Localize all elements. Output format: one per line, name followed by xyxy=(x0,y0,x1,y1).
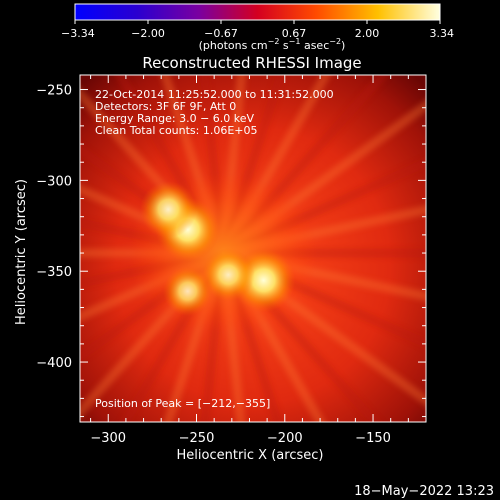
x-tick-label: −300 xyxy=(90,431,126,446)
y-tick-label: −300 xyxy=(36,174,72,189)
chart-title: Reconstructed RHESSI Image xyxy=(142,54,361,72)
peak-position-label: Position of Peak = [−212,−355] xyxy=(95,397,270,410)
hxr-source xyxy=(139,181,197,238)
hxr-source xyxy=(162,266,213,316)
y-tick-label: −250 xyxy=(36,84,72,99)
info-line: 22-Oct-2014 11:25:52.000 to 11:31:52.000 xyxy=(95,88,334,101)
heatmap-image xyxy=(80,75,426,422)
colorbar xyxy=(74,3,441,21)
colorbar-tick-label: 3.34 xyxy=(430,27,455,40)
hxr-source xyxy=(201,248,255,302)
timestamp: 18−May−2022 13:23 xyxy=(354,484,494,499)
y-tick-label: −400 xyxy=(36,356,72,371)
colorbar-tick-label: −0.67 xyxy=(204,27,238,40)
y-axis-label: Heliocentric Y (arcsec) xyxy=(14,179,29,325)
plot-frame xyxy=(79,74,427,423)
colorbar-tick-label: 2.00 xyxy=(355,27,380,40)
colorbar-ticks: −3.34 −2.00 −0.67 0.67 2.00 3.34 xyxy=(61,20,454,40)
x-tick-label: −150 xyxy=(355,431,391,446)
info-line: Detectors: 3F 6F 9F, Att 0 xyxy=(95,100,236,113)
info-line: Clean Total counts: 1.06E+05 xyxy=(95,124,258,137)
y-axis-ticks: −250 −300 −350 −400 xyxy=(36,84,426,418)
colorbar-tick-label: −2.00 xyxy=(131,27,165,40)
colorbar-tick-label: −3.34 xyxy=(61,27,95,40)
observation-info: 22-Oct-2014 11:25:52.000 to 11:31:52.000… xyxy=(95,88,334,137)
info-line: Energy Range: 3.0 − 6.0 keV xyxy=(95,112,255,125)
x-axis-label: Heliocentric X (arcsec) xyxy=(177,448,324,463)
colorbar-units: (photons cm−2 s−1 asec−2) xyxy=(199,37,346,52)
x-tick-label: −250 xyxy=(179,431,215,446)
x-tick-label: −200 xyxy=(267,431,303,446)
y-tick-label: −350 xyxy=(36,265,72,280)
x-axis-ticks: −300 −250 −200 −150 xyxy=(90,75,409,446)
colorbar-tick-label: 0.67 xyxy=(282,27,307,40)
